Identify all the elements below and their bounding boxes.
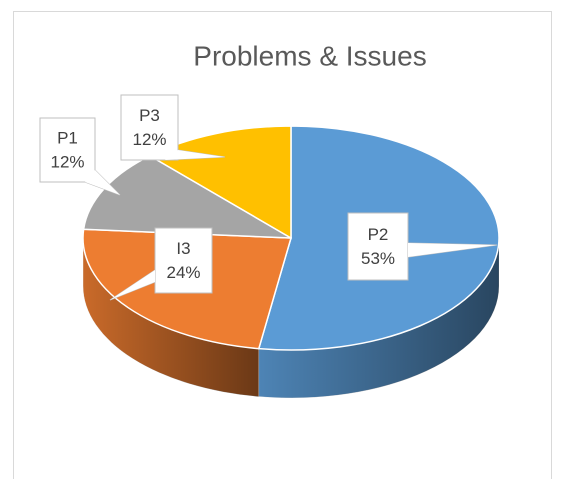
callout-pointer-fill	[165, 150, 225, 160]
value-label: 12%	[132, 130, 166, 149]
callout-box	[154, 227, 213, 294]
pie-side-shade	[83, 238, 259, 397]
callout-box	[39, 117, 96, 183]
data-labels: P2 53% I3 24% P1 12% P3 12%	[39, 94, 498, 301]
callout-box	[347, 212, 409, 281]
category-label: P2	[368, 225, 389, 244]
callout-box	[120, 94, 179, 161]
chart-title: Problems & Issues	[193, 40, 426, 71]
pie-tops	[82, 125, 500, 351]
value-label: 24%	[166, 263, 200, 282]
callout-pointer-fill	[85, 170, 120, 195]
value-label: 12%	[50, 152, 84, 171]
callout-pointer-fill	[110, 270, 155, 300]
pie-side-shade	[258, 238, 499, 399]
category-label: I3	[176, 239, 190, 258]
category-label: P1	[57, 128, 78, 147]
category-label: P3	[139, 106, 160, 125]
value-label: 53%	[361, 249, 395, 268]
callout-pointer-fill	[408, 243, 497, 257]
